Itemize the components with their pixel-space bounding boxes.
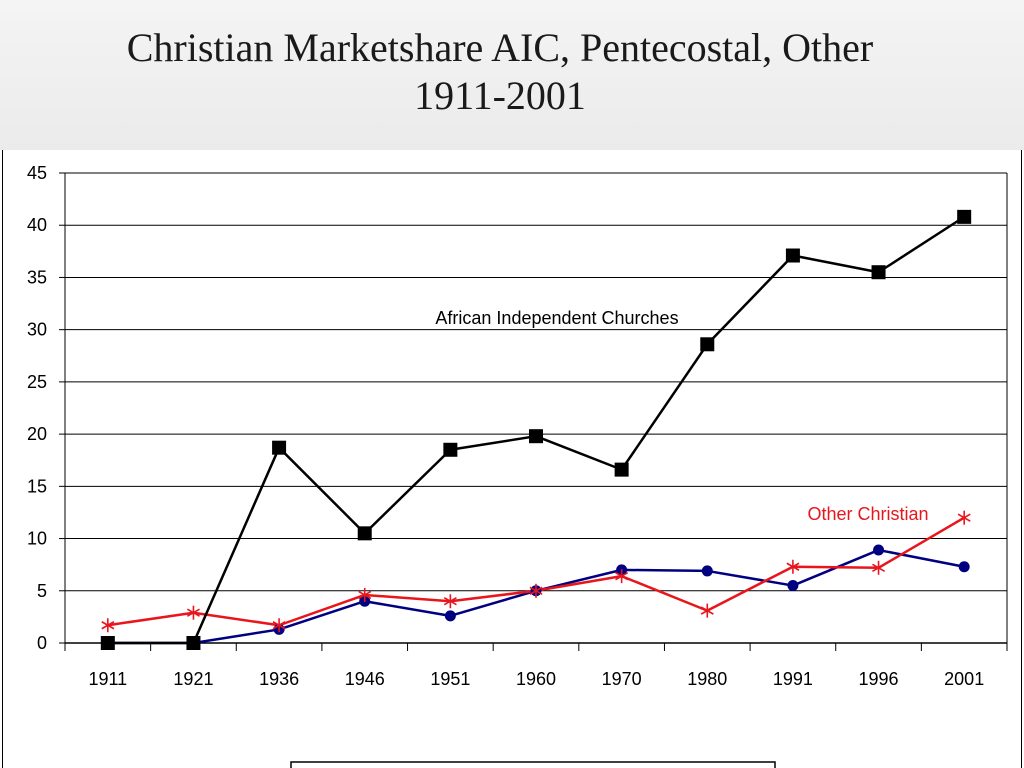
x-tick-label: 1921 <box>173 669 213 689</box>
y-tick-label: 10 <box>27 529 47 549</box>
y-tick-label: 15 <box>27 476 47 496</box>
y-tick-label: 40 <box>27 215 47 235</box>
point-other <box>101 618 115 633</box>
point-aic <box>272 440 287 455</box>
series-line-other <box>107 516 965 627</box>
point-aic <box>957 209 972 224</box>
annotation-aic: African Independent Churches <box>435 308 678 328</box>
slide-title: Christian Marketshare AIC, Pentecostal, … <box>0 24 1000 120</box>
x-tick-label: 1980 <box>687 669 727 689</box>
point-aic <box>357 526 372 541</box>
point-other <box>786 559 800 574</box>
x-tick-label: 1996 <box>859 669 899 689</box>
point-other <box>957 510 971 525</box>
slide-title-line2: 1911-2001 <box>414 73 586 118</box>
point-other <box>615 569 629 584</box>
legend-box <box>290 761 776 768</box>
y-tick-label: 25 <box>27 372 47 392</box>
x-tick-label: 1951 <box>430 669 470 689</box>
y-tick-label: 0 <box>37 633 47 653</box>
point-other <box>358 587 372 602</box>
point-aic <box>871 265 886 280</box>
slide-title-line1: Christian Marketshare AIC, Pentecostal, … <box>126 25 874 70</box>
y-tick-label: 45 <box>27 163 47 183</box>
chart-frame <box>2 150 1022 768</box>
point-aic <box>100 636 115 650</box>
point-pentecostal <box>958 561 970 573</box>
x-tick-label: 1946 <box>345 669 385 689</box>
point-other <box>186 605 200 620</box>
x-tick-label: 1911 <box>88 669 127 689</box>
point-other <box>872 560 886 575</box>
point-aic <box>785 248 800 263</box>
point-aic <box>443 442 458 457</box>
point-other <box>700 603 714 618</box>
point-aic <box>614 462 629 477</box>
point-other <box>272 618 286 633</box>
y-tick-label: 5 <box>37 581 47 601</box>
x-tick-label: 2001 <box>944 669 984 689</box>
point-pentecostal <box>873 544 885 556</box>
point-pentecostal <box>787 580 799 592</box>
point-aic <box>529 429 543 444</box>
slide-header: Christian Marketshare AIC, Pentecostal, … <box>0 0 1024 150</box>
point-aic <box>186 636 201 650</box>
x-tick-label: 1991 <box>773 669 813 689</box>
point-other <box>443 594 457 609</box>
y-tick-label: 20 <box>27 424 47 444</box>
y-tick-label: 30 <box>27 320 47 340</box>
y-tick-label: 35 <box>27 267 47 287</box>
x-tick-label: 1936 <box>259 669 299 689</box>
point-pentecostal <box>701 565 713 577</box>
x-tick-label: 1970 <box>602 669 642 689</box>
point-pentecostal <box>444 610 456 622</box>
point-other <box>529 583 543 598</box>
point-aic <box>700 337 715 352</box>
annotation-other: Other Christian <box>807 504 928 524</box>
x-tick-label: 1960 <box>516 669 556 689</box>
